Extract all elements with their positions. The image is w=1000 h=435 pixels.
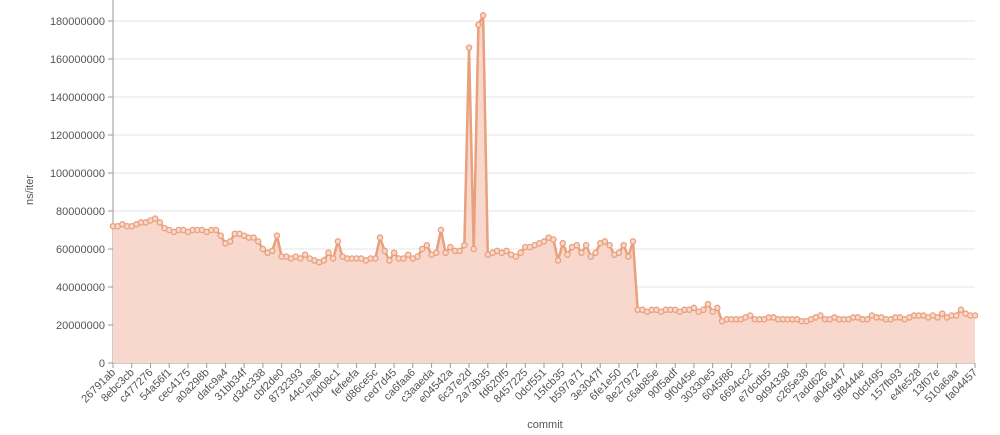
- y-tick-label: 180000000: [50, 16, 105, 28]
- point: [957, 306, 965, 314]
- point: [934, 314, 941, 321]
- point: [953, 312, 960, 319]
- point: [151, 215, 159, 222]
- y-tick-label: 100000000: [50, 168, 105, 180]
- point: [461, 241, 468, 249]
- point: [704, 300, 712, 308]
- point: [714, 304, 721, 312]
- point: [606, 241, 613, 249]
- point: [390, 249, 398, 257]
- point: [629, 238, 637, 245]
- point: [372, 255, 379, 262]
- y-tick-label: 20000000: [56, 320, 105, 332]
- point: [559, 240, 566, 247]
- point: [465, 44, 473, 51]
- point: [432, 249, 440, 257]
- y-tick-label: 60000000: [56, 244, 105, 256]
- point: [226, 238, 234, 245]
- point: [320, 257, 328, 264]
- point: [212, 226, 220, 234]
- point: [517, 249, 524, 257]
- x-axis-label: commit: [527, 419, 562, 431]
- point: [456, 247, 463, 255]
- point: [690, 304, 698, 312]
- area: [113, 15, 975, 364]
- point: [325, 249, 332, 257]
- point: [550, 236, 557, 243]
- point: [971, 312, 979, 319]
- point: [273, 232, 281, 239]
- point: [400, 255, 407, 262]
- point: [709, 308, 716, 315]
- point: [217, 232, 224, 239]
- point: [587, 253, 595, 260]
- point: [269, 247, 276, 255]
- point: [404, 251, 412, 258]
- y-axis-label: ns/iter: [24, 175, 36, 205]
- point: [578, 249, 585, 257]
- y-tick-label: 0: [99, 358, 105, 370]
- point: [442, 249, 449, 257]
- point: [475, 21, 482, 29]
- point: [864, 316, 871, 323]
- point: [250, 234, 257, 241]
- y-tick-label: 80000000: [56, 206, 105, 218]
- point: [301, 251, 309, 258]
- point: [592, 249, 599, 257]
- point: [334, 238, 342, 245]
- point: [254, 238, 262, 245]
- point: [573, 241, 581, 249]
- point: [437, 226, 445, 234]
- y-tick-label: 140000000: [50, 92, 105, 104]
- point: [418, 245, 426, 253]
- point: [297, 255, 304, 262]
- point: [540, 238, 548, 245]
- point: [817, 312, 824, 319]
- point: [620, 241, 627, 249]
- point: [582, 241, 590, 249]
- point: [329, 255, 337, 262]
- y-tick-label: 160000000: [50, 54, 105, 66]
- point: [423, 241, 431, 249]
- point: [601, 238, 609, 245]
- point: [625, 253, 632, 260]
- point: [615, 249, 623, 257]
- point: [564, 251, 571, 258]
- point: [386, 257, 393, 264]
- point: [156, 219, 164, 226]
- point: [479, 12, 487, 19]
- point: [259, 245, 267, 253]
- y-tick-label: 40000000: [56, 282, 105, 294]
- y-tick-label: 120000000: [50, 130, 105, 142]
- point: [503, 247, 510, 255]
- point: [414, 253, 421, 260]
- point: [700, 306, 707, 314]
- point: [381, 247, 388, 255]
- point: [938, 310, 946, 317]
- point: [554, 257, 562, 264]
- point: [376, 234, 384, 241]
- point: [447, 243, 454, 251]
- point: [470, 245, 477, 253]
- point: [512, 253, 520, 260]
- point: [746, 312, 754, 319]
